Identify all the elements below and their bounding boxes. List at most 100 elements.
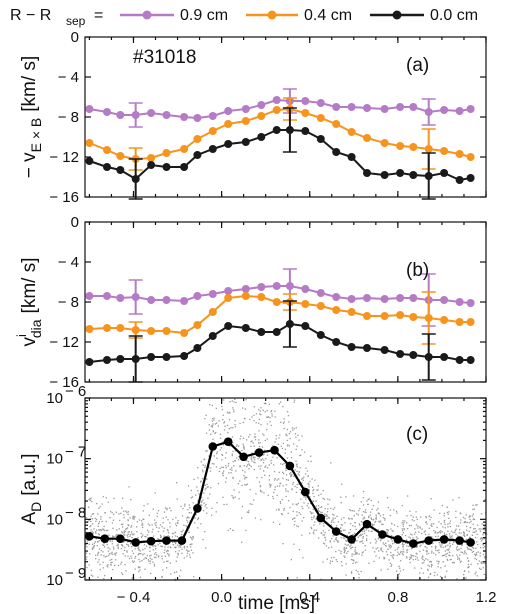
scatter-point: [432, 537, 434, 540]
scatter-point: [347, 544, 349, 546]
scatter-point: [97, 525, 99, 527]
scatter-point: [429, 573, 431, 576]
scatter-point: [369, 511, 372, 513]
scatter-point: [343, 537, 346, 540]
scatter-point: [295, 491, 298, 493]
scatter-point: [471, 534, 473, 536]
scatter-point: [264, 402, 267, 404]
scatter-point: [480, 568, 482, 570]
scatter-point: [166, 507, 168, 510]
scatter-point: [258, 439, 260, 441]
scatter-point: [462, 531, 465, 533]
scatter-point: [423, 559, 425, 562]
scatter-point: [450, 558, 452, 561]
scatter-point: [366, 539, 368, 542]
data-point: [147, 154, 156, 162]
scatter-point: [469, 522, 471, 524]
scatter-point: [251, 452, 253, 454]
scatter-point: [236, 457, 238, 459]
scatter-point: [187, 521, 189, 523]
scatter-point: [234, 460, 236, 462]
scatter-point: [312, 500, 314, 502]
scatter-point: [147, 503, 149, 505]
scatter-point: [406, 557, 408, 559]
scatter-point: [393, 524, 396, 526]
scatter-point: [205, 503, 207, 506]
scatter-point: [209, 493, 211, 495]
scatter-point: [340, 530, 343, 533]
scatter-point: [131, 546, 133, 548]
scatter-point: [350, 547, 352, 549]
data-point: [224, 294, 233, 302]
scatter-point: [121, 561, 123, 563]
scatter-point: [377, 501, 380, 503]
scatter-point: [465, 514, 467, 516]
scatter-point: [412, 555, 415, 557]
scatter-point: [95, 554, 97, 556]
scatter-point: [289, 473, 291, 475]
scatter-point: [443, 532, 446, 534]
scatter-point: [452, 543, 454, 545]
scatter-point: [438, 551, 440, 554]
scatter-point: [282, 471, 284, 473]
scatter-point: [231, 453, 233, 455]
scatter-point: [480, 561, 482, 563]
scatter-point: [402, 541, 404, 543]
scatter-point: [166, 549, 168, 551]
series-0.4-cm: [85, 97, 475, 171]
scatter-point: [465, 521, 467, 524]
data-point: [193, 135, 202, 143]
scatter-point: [152, 528, 154, 531]
scatter-point: [292, 481, 295, 484]
scatter-point: [277, 443, 279, 445]
scatter-point: [441, 555, 444, 557]
scatter-point: [352, 546, 354, 548]
scatter-point: [286, 445, 289, 447]
scatter-point: [111, 522, 114, 524]
scatter-point: [145, 557, 147, 559]
scatter-point: [239, 465, 241, 467]
scatter-point: [97, 551, 100, 553]
scatter-point: [131, 533, 133, 535]
scatter-point: [98, 529, 100, 531]
scatter-point: [291, 457, 293, 459]
scatter-point: [142, 518, 144, 520]
scatter-point: [461, 544, 463, 546]
scatter-point: [335, 551, 337, 553]
scatter-point: [310, 502, 312, 505]
scatter-point: [326, 516, 328, 518]
scatter-point: [246, 464, 249, 466]
scatter-point: [361, 554, 363, 556]
y-label-sup: i: [14, 334, 29, 337]
scatter-point: [298, 471, 300, 473]
scatter-point: [288, 433, 290, 435]
scatter-point: [134, 568, 136, 570]
scatter-point: [437, 550, 439, 552]
scatter-point: [123, 534, 126, 536]
scatter-point: [95, 558, 97, 560]
scatter-point: [272, 497, 275, 500]
scatter-point: [175, 517, 177, 519]
scatter-point: [251, 458, 253, 460]
scatter-point: [222, 473, 224, 475]
x-tick-label: 1.2: [476, 589, 497, 606]
scatter-point: [446, 511, 449, 514]
scatter-point: [230, 426, 232, 429]
scatter-point: [218, 470, 221, 472]
scatter-point: [362, 542, 364, 544]
scatter-point: [441, 504, 444, 507]
scatter-point: [447, 523, 449, 525]
scatter-point: [129, 517, 131, 519]
scatter-point: [176, 556, 178, 558]
scatter-point: [241, 541, 243, 543]
scatter-point: [382, 542, 384, 544]
scatter-point: [174, 578, 176, 580]
series-0.9-cm: [85, 88, 475, 128]
scatter-point: [211, 514, 213, 516]
scatter-point: [109, 548, 111, 550]
scatter-point: [396, 554, 398, 557]
scatter-point: [377, 547, 379, 549]
scatter-point: [221, 454, 224, 456]
scatter-point: [158, 556, 160, 558]
scatter-point: [290, 451, 292, 453]
